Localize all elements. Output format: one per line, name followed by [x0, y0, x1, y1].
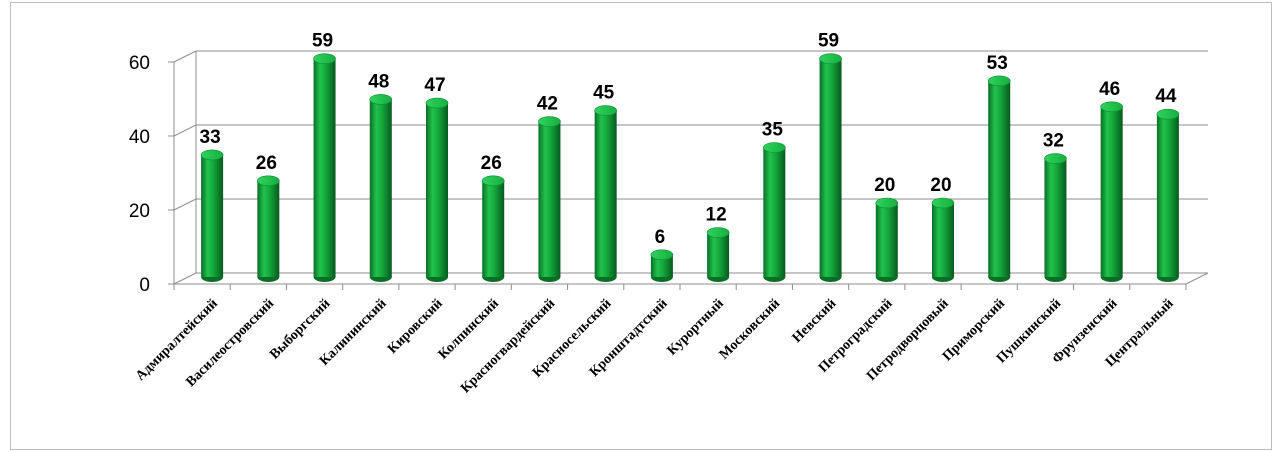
- bar-top: [313, 53, 336, 65]
- bar-body: [1156, 114, 1179, 277]
- bar-top: [706, 227, 730, 238]
- bar: [313, 53, 336, 282]
- bar: [875, 197, 899, 282]
- bar: [1044, 153, 1067, 282]
- data-label: 47: [424, 75, 445, 96]
- bar-top: [650, 249, 674, 261]
- bar-body: [482, 180, 505, 277]
- bar-body: [313, 58, 336, 278]
- data-label: 20: [874, 175, 895, 196]
- floor-edge: [1185, 272, 1209, 285]
- bar-top: [200, 149, 224, 161]
- bar-body: [932, 203, 954, 277]
- bar-body: [707, 232, 730, 277]
- data-label: 42: [537, 94, 558, 115]
- data-label: 12: [706, 205, 727, 226]
- y-tick-label: 20: [129, 201, 150, 222]
- y-tick-label: 0: [139, 275, 150, 296]
- bar-top: [369, 94, 393, 105]
- bar-body: [369, 99, 392, 278]
- bar: [594, 105, 617, 282]
- bar-top: [987, 75, 1011, 87]
- bar-body: [426, 103, 448, 277]
- bar: [425, 97, 449, 282]
- data-label: 45: [593, 83, 615, 104]
- bar-top: [875, 197, 899, 209]
- data-label: 59: [818, 31, 839, 52]
- y-tick-label: 40: [129, 127, 150, 148]
- bar-body: [875, 203, 898, 277]
- data-label: 53: [987, 53, 1008, 74]
- bar-top: [257, 175, 280, 187]
- data-label: 48: [368, 71, 389, 92]
- bar-top: [763, 142, 786, 153]
- bar-body: [650, 254, 673, 277]
- bar: [763, 142, 786, 282]
- bar: [257, 175, 280, 282]
- bar: [369, 94, 393, 282]
- bar-top: [1100, 101, 1123, 113]
- bar: [650, 249, 674, 282]
- bar-top: [931, 197, 955, 209]
- data-label: 44: [1155, 86, 1177, 107]
- x-category-label: Красногвардейский: [458, 296, 558, 396]
- bar: [819, 53, 842, 282]
- data-label: 33: [200, 127, 221, 148]
- data-label: 46: [1099, 79, 1120, 100]
- bar-top: [481, 175, 505, 187]
- bar-body: [594, 110, 617, 277]
- bar: [538, 116, 561, 282]
- data-label: 59: [312, 31, 333, 52]
- gridline-side: [173, 198, 197, 211]
- bars: [200, 53, 1180, 282]
- bar: [931, 197, 955, 282]
- bar: [481, 175, 505, 282]
- bar-top: [819, 53, 842, 65]
- x-axis-labels: АдмиралтейскийВасилеостровскийВыборгский…: [133, 296, 1177, 396]
- bar: [706, 227, 730, 282]
- bar-top: [1044, 153, 1067, 164]
- bar-body: [1044, 158, 1067, 277]
- grid-lines: [168, 50, 1209, 290]
- x-category-label: Московский: [717, 296, 783, 362]
- x-category-label: Курортный: [665, 296, 727, 358]
- bar: [1100, 101, 1123, 282]
- bar-top: [538, 116, 561, 127]
- bar-top: [1156, 108, 1180, 120]
- gridline-side: [173, 272, 197, 285]
- bar: [987, 75, 1011, 282]
- data-label: 20: [930, 175, 951, 196]
- bar-body: [257, 180, 280, 277]
- bar-body: [763, 147, 786, 277]
- bar-body: [201, 154, 224, 277]
- data-label: 6: [655, 227, 666, 248]
- data-label: 26: [256, 153, 277, 174]
- x-category-label: Невский: [790, 296, 840, 346]
- bar-body: [988, 80, 1011, 278]
- data-label: 35: [762, 120, 784, 141]
- y-tick-label: 60: [129, 53, 150, 74]
- bar-top: [425, 97, 449, 109]
- bar-top: [594, 105, 617, 116]
- gridline-side: [173, 50, 197, 63]
- bar-body: [538, 121, 561, 277]
- x-category-label: Кировский: [385, 296, 446, 357]
- value-labels: 33 26 59 48 47 26 42 45 6 12 35 59 20 20 53 32 46 44: [200, 31, 1177, 248]
- bar: [200, 149, 224, 282]
- bar-body: [1100, 106, 1123, 277]
- gridline-side: [173, 124, 197, 137]
- data-label: 32: [1043, 131, 1064, 152]
- bar: [1156, 108, 1180, 282]
- y-axis: 0 20 40 60: [129, 53, 150, 296]
- bar-body: [819, 58, 842, 278]
- data-label: 26: [481, 153, 502, 174]
